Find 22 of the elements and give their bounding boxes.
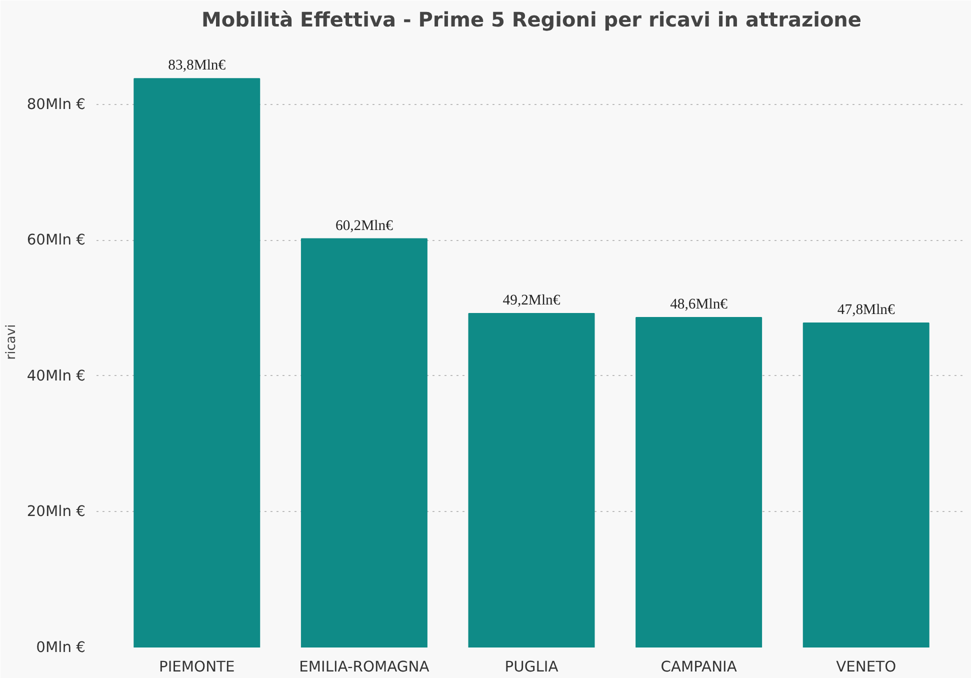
x-tick-label: VENETO [836, 658, 896, 676]
y-tick-label: 40Mln € [26, 367, 86, 384]
x-tick-label: CAMPANIA [660, 658, 737, 676]
data-label: 47,8Mln€ [837, 302, 896, 318]
bar [134, 78, 260, 648]
y-tick-label: 20Mln € [26, 503, 86, 520]
data-label: 83,8Mln€ [168, 58, 226, 74]
bar [300, 238, 428, 648]
y-tick-label: 60Mln € [26, 232, 86, 249]
bar [802, 322, 930, 648]
bar [636, 317, 762, 648]
data-label: 48,6Mln€ [670, 296, 728, 313]
data-label: 49,2Mln€ [502, 292, 561, 308]
y-tick-label: 80Mln € [26, 96, 86, 113]
x-tick-label: EMILIA-ROMAGNA [299, 658, 430, 676]
y-axis-title: ricavi [4, 324, 19, 360]
y-tick-label: 0Mln € [36, 639, 86, 656]
x-tick-label: PUGLIA [504, 658, 558, 676]
data-label: 60,2Mln€ [335, 218, 394, 234]
x-tick-label: PIEMONTE [158, 658, 235, 676]
chart-title: Mobilità Effettiva - Prime 5 Regioni per ricavi in attrazione [202, 8, 862, 32]
bar [468, 312, 595, 648]
